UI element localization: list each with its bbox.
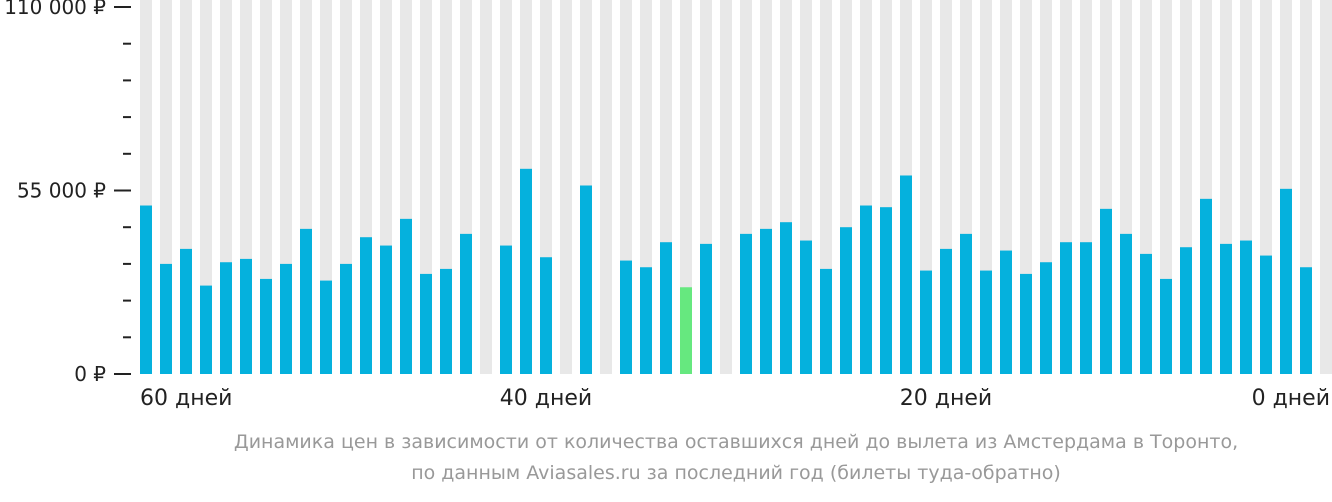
- price-bar[interactable]: [920, 270, 932, 374]
- price-bar[interactable]: [1140, 253, 1152, 374]
- price-bar[interactable]: [740, 233, 752, 374]
- price-bar[interactable]: [380, 245, 392, 374]
- price-bar[interactable]: [1300, 267, 1312, 374]
- price-bar[interactable]: [460, 233, 472, 374]
- price-bar[interactable]: [860, 205, 872, 374]
- price-bar[interactable]: [660, 242, 672, 374]
- price-bar[interactable]: [160, 263, 172, 374]
- price-bar[interactable]: [220, 262, 232, 374]
- price-bar[interactable]: [300, 228, 312, 374]
- background-bar: [200, 0, 212, 374]
- price-bar[interactable]: [700, 243, 712, 374]
- price-bar[interactable]: [880, 207, 892, 374]
- price-bar[interactable]: [1260, 255, 1272, 374]
- price-bars: [140, 168, 1312, 374]
- price-bar[interactable]: [980, 270, 992, 374]
- price-bar[interactable]: [620, 260, 632, 374]
- x-tick-label: 0 дней: [1252, 386, 1330, 411]
- price-bar[interactable]: [640, 267, 652, 374]
- price-bar[interactable]: [1280, 188, 1292, 374]
- price-bar[interactable]: [800, 240, 812, 374]
- price-dynamics-chart: 0 ₽ 55 000 ₽ 110 000 ₽ 60 дней 40 дней 20 дн…: [4, 0, 1332, 411]
- price-bar[interactable]: [1040, 262, 1052, 374]
- y-tick-label: 110 000 ₽: [4, 0, 106, 19]
- background-bar: [720, 0, 732, 374]
- chart-caption-line2: по данным Aviasales.ru за последний год …: [411, 462, 1061, 484]
- price-bar[interactable]: [1120, 233, 1132, 374]
- price-bar[interactable]: [1000, 250, 1012, 374]
- x-tick-label: 20 дней: [900, 386, 992, 411]
- background-bar: [560, 0, 572, 374]
- price-bar[interactable]: [1240, 240, 1252, 374]
- price-bar[interactable]: [320, 280, 332, 374]
- price-bar[interactable]: [140, 205, 152, 374]
- chart-caption-line1: Динамика цен в зависимости от количества…: [233, 431, 1239, 453]
- y-tick-label: 55 000 ₽: [17, 179, 106, 203]
- price-bar[interactable]: [580, 185, 592, 374]
- background-bar: [680, 0, 692, 374]
- price-bar[interactable]: [760, 228, 772, 374]
- price-bar[interactable]: [1180, 247, 1192, 374]
- background-bar: [320, 0, 332, 374]
- price-bar[interactable]: [900, 175, 912, 374]
- price-bar[interactable]: [280, 263, 292, 374]
- price-bar[interactable]: [840, 227, 852, 374]
- background-bar: [1320, 0, 1332, 374]
- x-tick-label: 60 дней: [140, 386, 232, 411]
- price-bar[interactable]: [400, 218, 412, 374]
- y-tick-label: 0 ₽: [74, 362, 106, 386]
- price-bar[interactable]: [500, 245, 512, 374]
- price-bar[interactable]: [360, 237, 372, 374]
- price-bar[interactable]: [540, 257, 552, 374]
- x-axis: 60 дней 40 дней 20 дней 0 дней: [140, 386, 1330, 411]
- price-bar[interactable]: [180, 248, 192, 374]
- price-bar[interactable]: [440, 268, 452, 374]
- background-bar: [480, 0, 492, 374]
- price-bar[interactable]: [1020, 273, 1032, 374]
- background-bars: [140, 0, 1332, 374]
- price-bar[interactable]: [940, 248, 952, 374]
- price-bar[interactable]: [1160, 278, 1172, 374]
- x-tick-label: 40 дней: [500, 386, 592, 411]
- price-bar[interactable]: [1080, 242, 1092, 374]
- background-bar: [600, 0, 612, 374]
- price-bar[interactable]: [340, 263, 352, 374]
- price-bar[interactable]: [420, 273, 432, 374]
- y-axis: 0 ₽ 55 000 ₽ 110 000 ₽: [4, 0, 131, 386]
- price-bar[interactable]: [1200, 198, 1212, 374]
- price-bar[interactable]: [1100, 208, 1112, 374]
- price-bar[interactable]: [820, 268, 832, 374]
- price-bar[interactable]: [1060, 242, 1072, 374]
- price-bar[interactable]: [200, 285, 212, 374]
- price-bar[interactable]: [260, 278, 272, 374]
- price-bar[interactable]: [520, 168, 532, 374]
- price-bar-cheapest[interactable]: [680, 287, 692, 374]
- price-bar[interactable]: [960, 233, 972, 374]
- price-bar[interactable]: [1220, 243, 1232, 374]
- price-bar[interactable]: [780, 222, 792, 374]
- price-bar[interactable]: [240, 258, 252, 374]
